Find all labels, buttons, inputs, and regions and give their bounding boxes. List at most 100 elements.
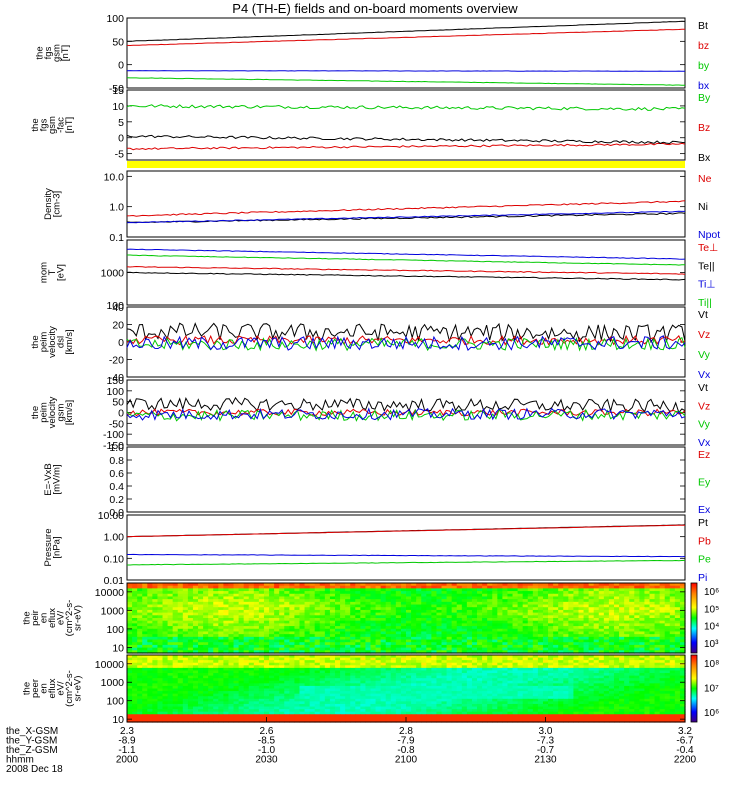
y-axis-label-line: the xyxy=(34,46,45,59)
series-line-bx xyxy=(126,70,686,72)
legend-entry: Vz xyxy=(698,400,710,412)
panel-density: 10.0 1.0 0.1 Density[cm-3] Ne Ni Npot xyxy=(43,170,720,244)
series-line-by xyxy=(126,77,686,86)
y-axis-label-line: [mV/m] xyxy=(51,464,62,494)
x-row-label: the_X-GSM xyxy=(6,726,58,737)
y-tick-label: 40 xyxy=(112,302,124,314)
y-axis-label-line: fgs xyxy=(39,118,50,131)
legend-entry: Pe xyxy=(698,554,711,566)
panel-frame xyxy=(126,17,686,89)
y-tick-label: 0.6 xyxy=(109,468,124,480)
legend-entry: Vt xyxy=(698,382,708,394)
panel-frame xyxy=(126,514,686,581)
legend-entry: Bz xyxy=(698,122,710,134)
y-axis-label-line: sr-eV) xyxy=(73,676,84,702)
colorbar-label: 10⁶ xyxy=(704,587,719,598)
colorbar: 10⁸ 10⁷ 10⁶ xyxy=(690,654,719,723)
y-axis-label: E=-VxB[mV/m] xyxy=(43,463,63,495)
y-tick-label: -5 xyxy=(115,149,124,161)
y-tick-label: 1000 xyxy=(101,268,125,280)
panel-electron-spectrogram: 10⁸ 10⁷ 10⁶ 10000 1000 100 10 thepeerenefluxeV/… xyxy=(22,654,719,726)
legend-entry: bx xyxy=(698,80,710,92)
y-tick-label: 0.01 xyxy=(104,575,125,587)
y-axis-label-line: mom xyxy=(39,262,50,283)
colorbar-label: 10⁸ xyxy=(704,659,719,670)
y-axis-label-line: (cm^2-s- xyxy=(64,600,75,637)
colorbar-label: 10⁵ xyxy=(704,604,719,615)
y-axis-label-line: [nPa] xyxy=(51,536,62,558)
legend-entry: Vx xyxy=(698,437,711,449)
x-tick-label: -8.5 xyxy=(258,736,276,747)
y-axis-label-line: Pressure xyxy=(43,528,54,566)
x-axis: the_X-GSM 2.3 2.6 2.8 3.0 3.2 the_Y-GSM -8.9 -8.… xyxy=(6,717,697,775)
y-axis-label-line: the xyxy=(22,611,33,624)
series-line-Pb xyxy=(126,524,685,538)
y-axis-label-line: peim xyxy=(39,332,50,353)
x-tick-label: -8.9 xyxy=(118,736,136,747)
y-tick-label: 1.00 xyxy=(104,532,125,544)
y-axis-label-line: the xyxy=(22,682,33,695)
panel-frame xyxy=(126,89,686,161)
y-tick-label: 0.1 xyxy=(109,232,124,244)
x-row-label: the_Y-GSM xyxy=(6,736,57,747)
legend-entry: Vy xyxy=(698,419,711,431)
quality-flag-bar xyxy=(127,161,685,168)
y-axis-label-line: velocity xyxy=(47,396,58,428)
spectrogram-cells xyxy=(127,583,686,654)
y-tick-label: 10.00 xyxy=(98,510,124,522)
y-axis-label-line: dsl xyxy=(56,336,67,348)
y-tick-label: 1.0 xyxy=(109,202,124,214)
legend-entry: Ti|| xyxy=(698,297,712,309)
colorbar-label: 10⁶ xyxy=(704,708,719,719)
legend-entry: by xyxy=(698,60,710,72)
y-tick-label: 10000 xyxy=(95,587,124,599)
y-tick-label: -100 xyxy=(103,429,124,441)
y-axis-label-line: gsm xyxy=(51,44,62,62)
y-tick-label: 1.0 xyxy=(109,442,124,454)
colorbar-label: 10⁴ xyxy=(704,622,719,633)
y-tick-label: 100 xyxy=(106,696,124,708)
y-axis-label-line: gsm xyxy=(56,403,67,421)
y-tick-label: 5 xyxy=(118,117,124,129)
y-tick-label: 10.0 xyxy=(104,171,125,183)
x-tick-label: 2.6 xyxy=(260,726,274,737)
spectrogram-cells xyxy=(127,655,686,723)
series-line-Vx xyxy=(126,407,686,421)
y-tick-label: 100 xyxy=(106,386,124,398)
y-tick-label: 15 xyxy=(112,85,124,97)
y-axis-label-line: gsm xyxy=(47,116,58,134)
series-line-Bx xyxy=(126,134,686,145)
legend-entry: Ne xyxy=(698,173,712,185)
y-axis-label-line: eV/ xyxy=(56,681,67,696)
x-axis-date: 2008 Dec 18 xyxy=(6,764,63,775)
y-axis-label-line: eflux xyxy=(47,678,58,698)
x-tick-label: -0.4 xyxy=(676,745,694,756)
x-tick-label: -1.0 xyxy=(258,745,276,756)
y-axis-label-line: T xyxy=(47,269,58,275)
series-line-Pi xyxy=(127,553,686,558)
panel-frame xyxy=(126,446,686,513)
panel-ion-spectrogram: 10⁶ 10⁵ 10⁴ 10³ 10000 1000 100 10 thepeireneflux… xyxy=(22,582,719,654)
series-line-bz xyxy=(126,28,686,47)
legend-entry: Ez xyxy=(698,449,710,461)
series-line-Vt xyxy=(126,396,686,414)
y-tick-label: 10 xyxy=(112,642,124,654)
x-tick-label: -0.7 xyxy=(537,745,555,756)
y-tick-label: 0 xyxy=(118,408,124,420)
legend-entry: By xyxy=(698,92,711,104)
y-tick-label: 50 xyxy=(112,36,124,48)
y-axis-label-line: [nT] xyxy=(60,45,71,61)
series-line-Te|| xyxy=(126,271,686,281)
legend-entry: Ni xyxy=(698,201,708,213)
panel-pressure: 10.00 1.00 0.10 0.01 Pressure[nPa] Pt Pb Pe Pi xyxy=(43,510,711,587)
series-line-Bt xyxy=(127,20,686,42)
y-axis-label-line: -fac xyxy=(56,117,67,133)
colorbar-label: 10⁷ xyxy=(704,684,719,695)
y-axis-label-line: en xyxy=(39,683,50,694)
series-line-Ne xyxy=(126,200,686,217)
y-tick-label: 1000 xyxy=(101,677,125,689)
series-line-Npot xyxy=(126,210,685,224)
